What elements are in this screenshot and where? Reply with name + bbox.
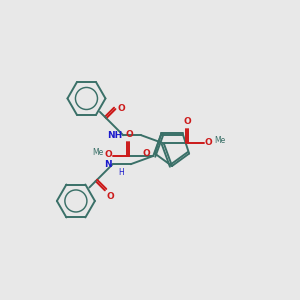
Text: H: H [119,168,124,177]
Text: NH: NH [107,131,122,140]
Text: O: O [205,138,212,147]
Text: N: N [104,160,112,169]
Text: O: O [104,151,112,160]
Text: Me: Me [214,136,225,145]
Text: O: O [118,103,125,112]
Text: O: O [125,130,133,139]
Text: O: O [142,149,150,158]
Text: Me: Me [92,148,103,158]
Text: O: O [184,117,192,126]
Text: O: O [107,192,115,201]
